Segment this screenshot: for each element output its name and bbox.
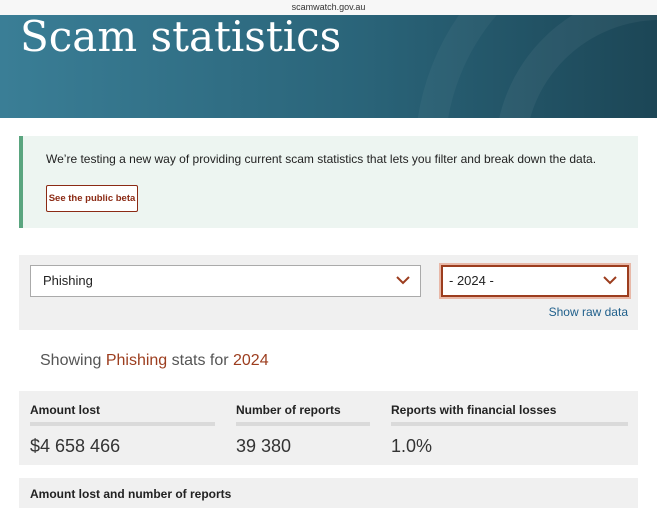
page-title: Scam statistics	[20, 15, 342, 61]
summary-type: Phishing	[105, 352, 168, 369]
url: scamwatch.gov.au	[291, 2, 366, 12]
banner: Scam statistics	[0, 15, 657, 118]
beta-button[interactable]: See the public beta	[46, 185, 138, 212]
raw-data-link[interactable]: Show raw data	[548, 305, 628, 319]
banner-decoration	[417, 15, 657, 118]
stat-value: $4 658 466	[30, 436, 121, 456]
url-bar: scamwatch.gov.au	[0, 0, 657, 15]
notice: We’re testing a new way of providing cur…	[19, 136, 638, 228]
stat-divider	[30, 422, 215, 426]
chevron	[603, 276, 617, 285]
summary-text: stats for	[167, 352, 233, 369]
stat-label: Number of reports	[236, 403, 341, 417]
stat-label: Reports with financial losses	[391, 403, 557, 417]
select-value: Phishing	[43, 273, 93, 288]
summary: Showing Phishing stats for 2024	[40, 352, 269, 370]
stat-label: Amount lost	[30, 403, 100, 417]
filters: Phishing - 2024 - Show raw data	[19, 255, 638, 330]
notice-text: We’re testing a new way of providing cur…	[46, 152, 597, 166]
section: Amount lost and number of reports	[19, 478, 638, 508]
section-title: Amount lost and number of reports	[30, 487, 232, 501]
stat-value: 39 380	[236, 436, 292, 456]
chevron	[396, 276, 410, 285]
stat-value: 1.0%	[391, 436, 433, 456]
year-select[interactable]: - 2024 -	[439, 263, 631, 299]
select-value: - 2024 -	[449, 273, 494, 288]
scam-type-select[interactable]: Phishing	[30, 265, 421, 297]
stat-divider	[391, 422, 628, 426]
summary-text: Showing	[40, 352, 106, 369]
stat-divider	[236, 422, 370, 426]
summary-year: 2024	[233, 352, 269, 369]
stats: Amount lost $4 658 466 Number of reports 39…	[19, 391, 638, 465]
